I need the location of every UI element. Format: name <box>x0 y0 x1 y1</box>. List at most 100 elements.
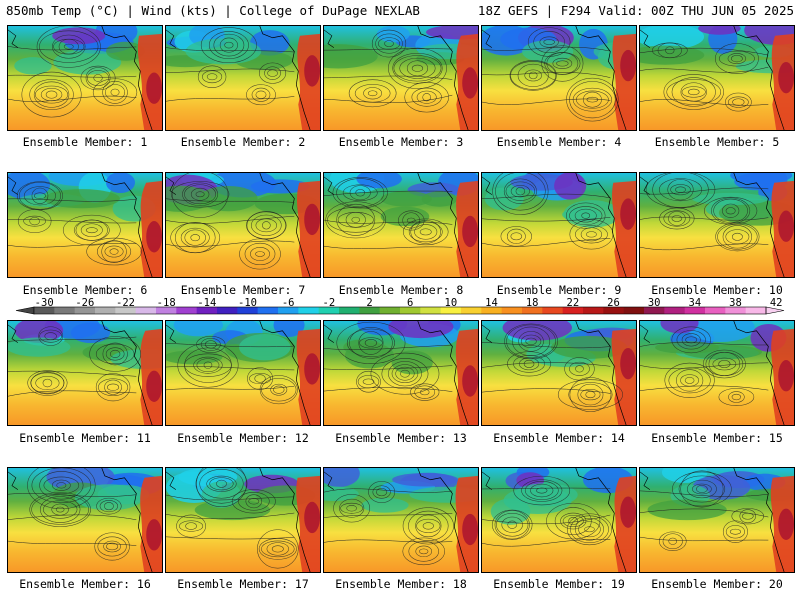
height-contour <box>170 181 230 208</box>
height-contour <box>348 79 397 108</box>
height-contour <box>257 529 299 569</box>
height-contour <box>527 27 571 57</box>
height-contour <box>663 210 691 227</box>
ensemble-map-panel <box>481 467 637 573</box>
height-contour <box>262 221 271 230</box>
height-contour <box>645 173 716 209</box>
height-contour <box>261 540 295 558</box>
height-contour <box>652 42 688 58</box>
height-contour <box>42 500 78 519</box>
height-contour <box>224 41 234 49</box>
colorbar-swatch <box>54 307 76 314</box>
height-contour <box>31 468 92 504</box>
coastline <box>482 29 493 48</box>
height-contour <box>482 362 611 368</box>
height-contour <box>533 31 565 54</box>
height-contour <box>415 545 433 558</box>
height-contour <box>729 528 741 535</box>
coastline <box>640 29 651 48</box>
hot-air-region <box>462 215 478 248</box>
colorbar-tick-label: -6 <box>282 297 295 309</box>
colorbar-tick-label: 30 <box>648 297 661 309</box>
height-contour <box>388 361 422 387</box>
coastline <box>101 321 153 425</box>
mild-air-region <box>655 341 720 354</box>
height-contour <box>504 323 558 360</box>
height-contour <box>680 470 724 508</box>
height-contour <box>560 512 587 530</box>
ensemble-member-label: Ensemble Member: 12 <box>177 431 309 445</box>
ensemble-member-label: Ensemble Member: 10 <box>651 283 783 297</box>
height-contour <box>85 67 111 89</box>
height-contour <box>176 514 206 538</box>
height-contour <box>185 522 197 530</box>
colorbar-low-arrow <box>15 306 35 315</box>
height-contour <box>358 331 384 355</box>
colorbar-tick-label: 14 <box>485 297 498 309</box>
height-contour <box>640 243 769 251</box>
height-contour <box>39 496 81 523</box>
height-contour <box>739 509 756 524</box>
colorbar-swatch <box>562 307 584 314</box>
height-contour <box>109 248 119 255</box>
height-contour <box>536 487 548 494</box>
colorbar-swatch <box>522 307 543 314</box>
colorbar-swatch <box>461 307 482 314</box>
height-contour <box>576 90 609 109</box>
height-contour <box>219 37 238 53</box>
coastline <box>575 468 627 572</box>
height-contour <box>195 191 205 198</box>
height-contour <box>505 181 536 201</box>
ensemble-map-panel <box>481 25 637 131</box>
mild-air-region <box>550 335 628 359</box>
mild-air-region <box>14 57 52 75</box>
height-contour <box>94 532 130 561</box>
height-contour <box>8 540 137 546</box>
ensemble-map-panel <box>639 467 795 573</box>
height-contour <box>408 541 439 562</box>
height-contour <box>539 36 559 48</box>
colorbar-swatch <box>420 307 442 314</box>
height-contour <box>392 52 443 84</box>
ensemble-map-panel <box>323 172 479 278</box>
height-contour <box>370 352 440 395</box>
coastline <box>166 324 177 343</box>
height-contour <box>728 391 745 403</box>
cold-air-region <box>70 322 111 343</box>
colorbar-swatch <box>34 307 55 314</box>
hot-air-region <box>304 353 320 385</box>
height-contour <box>668 211 686 226</box>
height-contour <box>731 393 742 401</box>
colorbar-tick-label: -30 <box>35 297 54 309</box>
height-contour <box>400 369 410 378</box>
colorbar-tick-label: -18 <box>157 297 176 309</box>
height-contour <box>402 218 449 246</box>
height-contour <box>722 203 740 218</box>
height-contour <box>500 226 533 247</box>
colorbar-swatch <box>542 307 564 314</box>
height-contour <box>512 326 551 357</box>
mild-air-region <box>8 337 71 357</box>
height-contour <box>406 60 429 77</box>
height-contour <box>255 251 265 257</box>
colorbar-swatch <box>278 307 299 314</box>
height-contour <box>30 371 65 395</box>
height-contour <box>395 366 415 381</box>
coastline <box>8 176 19 195</box>
height-contour <box>254 374 266 383</box>
height-contour <box>195 468 248 504</box>
height-contour <box>640 66 769 73</box>
height-contour <box>665 46 675 55</box>
hot-air-region <box>304 203 320 236</box>
height-contour <box>38 326 63 346</box>
ensemble-member-label: Ensemble Member: 17 <box>177 577 309 591</box>
height-contour <box>384 40 394 47</box>
height-contour <box>166 198 295 203</box>
height-contour <box>482 217 611 222</box>
colorbar-swatch <box>95 307 116 314</box>
ensemble-map-panel <box>323 320 479 426</box>
height-contour <box>714 43 759 74</box>
height-contour <box>244 242 276 266</box>
height-contour <box>513 355 545 373</box>
height-contour <box>27 370 68 396</box>
